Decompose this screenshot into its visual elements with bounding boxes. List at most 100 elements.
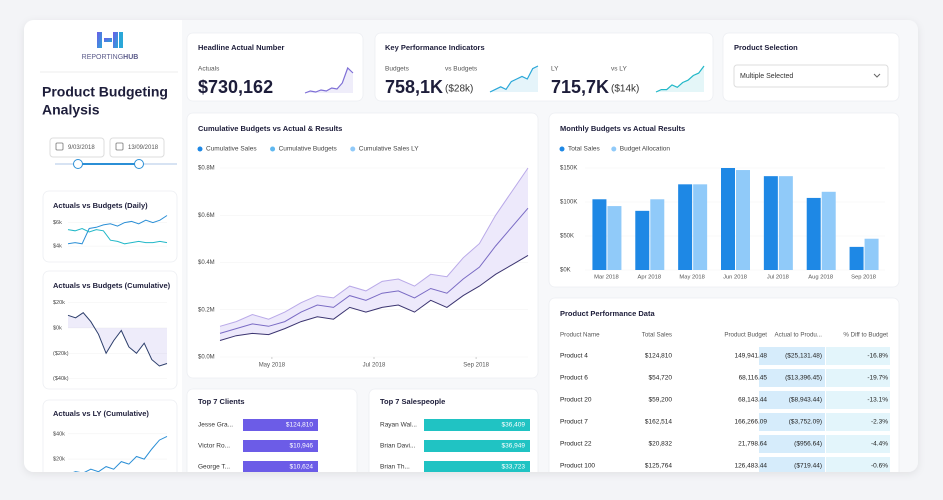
cell: $20,832 bbox=[649, 441, 673, 448]
cell: Product 22 bbox=[560, 441, 592, 448]
cell: -0.6% bbox=[871, 463, 888, 470]
bar bbox=[778, 176, 793, 270]
x-tick-label: Jul 2018 bbox=[767, 275, 789, 281]
date-input[interactable] bbox=[49, 137, 105, 158]
card bbox=[186, 32, 364, 102]
line bbox=[67, 312, 168, 367]
y-tick-label: $0.4M bbox=[198, 260, 215, 266]
line bbox=[219, 254, 529, 341]
row-name: Rayan Wal... bbox=[380, 422, 417, 429]
cell: 126,483.44 bbox=[734, 463, 767, 470]
chevron bbox=[873, 73, 881, 78]
sparkline-area bbox=[490, 66, 538, 92]
x-tick-label: Sep 2018 bbox=[463, 363, 489, 369]
row-bar bbox=[424, 419, 530, 431]
y-tick-label: ($40k) bbox=[53, 376, 69, 382]
cell-bg bbox=[759, 435, 825, 453]
cell-bg bbox=[759, 391, 825, 409]
legend-label: Total Sales bbox=[568, 146, 601, 153]
y-tick-label: $0.2M bbox=[198, 307, 215, 313]
x-tick-label: May 2018 bbox=[259, 363, 286, 369]
column-header: Product Budget bbox=[724, 332, 767, 339]
date-input[interactable] bbox=[109, 137, 165, 158]
calendar-icon bbox=[55, 142, 64, 151]
y-tick-label: $40k bbox=[53, 431, 65, 437]
x-tick-label: Jul 2018 bbox=[363, 363, 386, 369]
cell: Product 20 bbox=[560, 397, 592, 404]
row-value: $124,810 bbox=[286, 422, 313, 429]
card-title: Cumulative Budgets vs Actual & Results bbox=[198, 124, 342, 133]
cell: $54,720 bbox=[649, 375, 673, 382]
cell: ($956.64) bbox=[794, 441, 822, 448]
sparkline bbox=[489, 65, 539, 93]
bar bbox=[678, 184, 693, 270]
line bbox=[67, 435, 168, 472]
cell: -4.4% bbox=[871, 441, 888, 448]
date-start: 9/03/2018 bbox=[68, 145, 95, 151]
bar bbox=[821, 191, 836, 270]
card-title: Product Performance Data bbox=[560, 309, 655, 318]
row-value: $10,624 bbox=[290, 464, 314, 471]
card-title: Key Performance Indicators bbox=[385, 43, 485, 52]
card-title: Actuals vs Budgets (Cumulative) bbox=[53, 281, 171, 290]
column-header: Product Name bbox=[560, 332, 600, 339]
y-tick-label: $0.8M bbox=[198, 166, 215, 172]
line bbox=[219, 167, 529, 327]
calendar-icon bbox=[115, 142, 124, 151]
line bbox=[67, 227, 168, 245]
mini-card bbox=[42, 399, 178, 472]
cell: 68,116.45 bbox=[739, 375, 768, 382]
dropdown-value: Multiple Selected bbox=[740, 73, 793, 80]
cell-bg bbox=[826, 391, 890, 409]
kpi-value: 715,7K bbox=[551, 77, 609, 97]
brand-bold: HUB bbox=[123, 54, 138, 61]
legend-dot bbox=[559, 146, 565, 152]
bar bbox=[693, 184, 708, 270]
slider-knob[interactable] bbox=[73, 159, 83, 169]
cell: ($719.44) bbox=[794, 463, 822, 470]
cell-bg bbox=[826, 369, 890, 387]
cell-bg bbox=[759, 347, 825, 365]
legend-dot bbox=[197, 146, 203, 152]
kpi-value: $730,162 bbox=[198, 77, 273, 97]
page-title: Analysis bbox=[42, 102, 100, 118]
y-tick-label: $6k bbox=[53, 220, 62, 226]
content: REPORTINGHUB Product Budgeting Analysis … bbox=[24, 20, 900, 472]
sparkline bbox=[304, 66, 354, 94]
y-tick-label: $100K bbox=[560, 200, 577, 206]
slider-knob[interactable] bbox=[134, 159, 144, 169]
row-name: Jesse Gra... bbox=[198, 422, 233, 429]
mini-card bbox=[42, 190, 178, 263]
column-header: Total Sales bbox=[642, 332, 672, 339]
mini-card bbox=[42, 270, 178, 390]
line bbox=[219, 207, 529, 334]
logo bbox=[97, 32, 102, 48]
sparkline bbox=[655, 65, 705, 93]
cell: ($13,396.45) bbox=[785, 375, 822, 382]
kpi-label: Budgets bbox=[385, 66, 410, 73]
row-bar bbox=[243, 461, 318, 472]
kpi-label: vs Budgets bbox=[445, 66, 478, 73]
kpi-diff: ($14k) bbox=[611, 84, 639, 95]
logo bbox=[104, 38, 112, 42]
dropdown[interactable] bbox=[733, 64, 889, 88]
row-bar bbox=[243, 440, 318, 452]
card-title: Top 7 Salespeople bbox=[380, 397, 445, 406]
column-header: Actual to Produ... bbox=[775, 332, 823, 339]
kpi-diff: ($28k) bbox=[445, 84, 473, 95]
brand-light: REPORTING bbox=[82, 54, 124, 61]
legend-label: Cumulative Sales bbox=[206, 146, 257, 153]
card-title: Headline Actual Number bbox=[198, 43, 284, 52]
cell: $162,514 bbox=[645, 419, 672, 426]
x-tick-label: May 2018 bbox=[679, 275, 704, 281]
kpi-label: Actuals bbox=[198, 66, 220, 73]
cell: Product 100 bbox=[560, 463, 595, 470]
cell: 149,941.48 bbox=[734, 353, 767, 360]
row-value: $36,949 bbox=[502, 443, 526, 450]
row-value: $33,723 bbox=[502, 464, 526, 471]
y-tick-label: ($20k) bbox=[53, 351, 69, 357]
logo bbox=[119, 32, 123, 48]
legend-label: Budget Allocation bbox=[620, 146, 671, 153]
y-tick-label: $0.0M bbox=[198, 355, 215, 361]
